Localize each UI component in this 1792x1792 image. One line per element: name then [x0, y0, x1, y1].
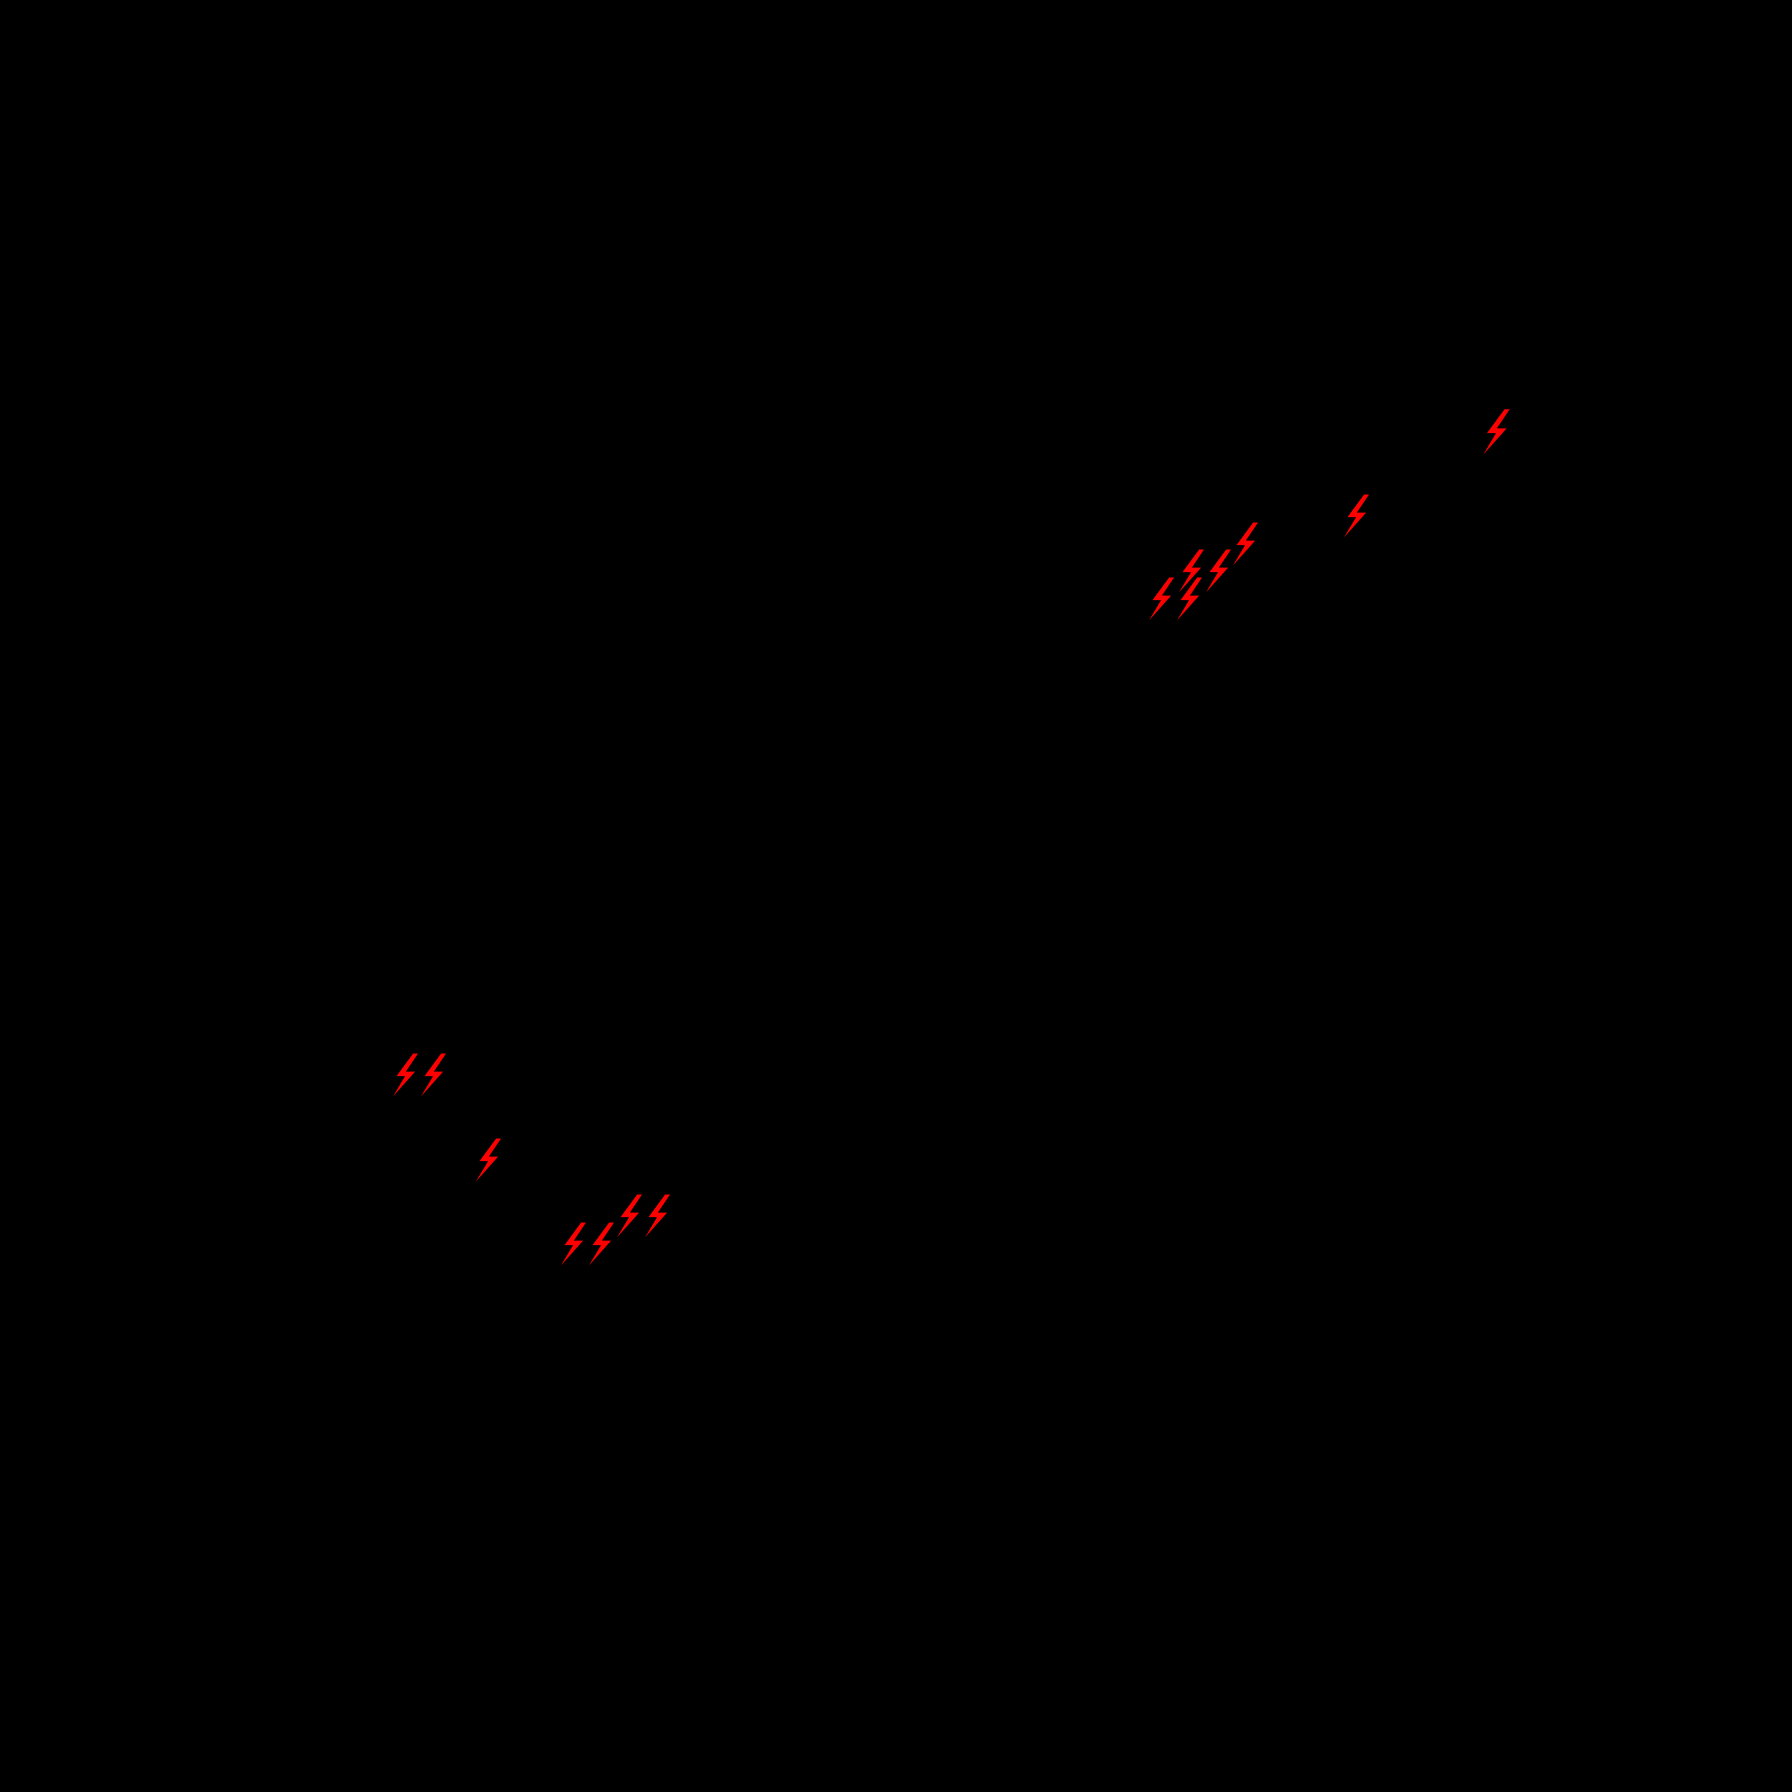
- lightning-bolt-icon: [1202, 549, 1236, 594]
- lightning-bolt-icon: [1479, 408, 1515, 456]
- lightning-bolt-icon: [641, 1194, 675, 1239]
- lightning-bolt-icon: [1175, 549, 1209, 594]
- lightning-bolt-icon: [1145, 577, 1179, 622]
- lightning-bolt-glyph: [1176, 577, 1202, 621]
- lightning-bolt-glyph: [1178, 549, 1204, 593]
- lightning-bolt-glyph: [588, 1222, 614, 1266]
- lightning-bolt-icon: [557, 1222, 591, 1267]
- lightning-bolt-icon: [417, 1053, 451, 1098]
- lightning-bolt-icon: [1340, 494, 1374, 539]
- lightning-bolt-glyph: [1148, 577, 1174, 621]
- lightning-bolt-glyph: [1232, 522, 1258, 566]
- lightning-bolt-glyph: [1483, 409, 1510, 455]
- lightning-bolt-glyph: [644, 1194, 670, 1238]
- lightning-bolt-icon: [585, 1222, 619, 1267]
- lightning-bolt-icon: [1229, 522, 1263, 567]
- lightning-bolt-icon: [1173, 577, 1207, 622]
- lightning-bolt-icon: [389, 1053, 423, 1098]
- lightning-bolt-glyph: [1343, 494, 1369, 538]
- lightning-bolt-glyph: [560, 1222, 586, 1266]
- lightning-bolt-icon: [472, 1138, 506, 1183]
- lightning-bolt-icon: [613, 1194, 647, 1239]
- lightning-bolt-glyph: [420, 1053, 446, 1097]
- lightning-bolt-glyph: [1205, 549, 1231, 593]
- lightning-bolt-glyph: [475, 1138, 501, 1182]
- lightning-bolt-glyph: [392, 1053, 418, 1097]
- lightning-bolt-glyph: [616, 1194, 642, 1238]
